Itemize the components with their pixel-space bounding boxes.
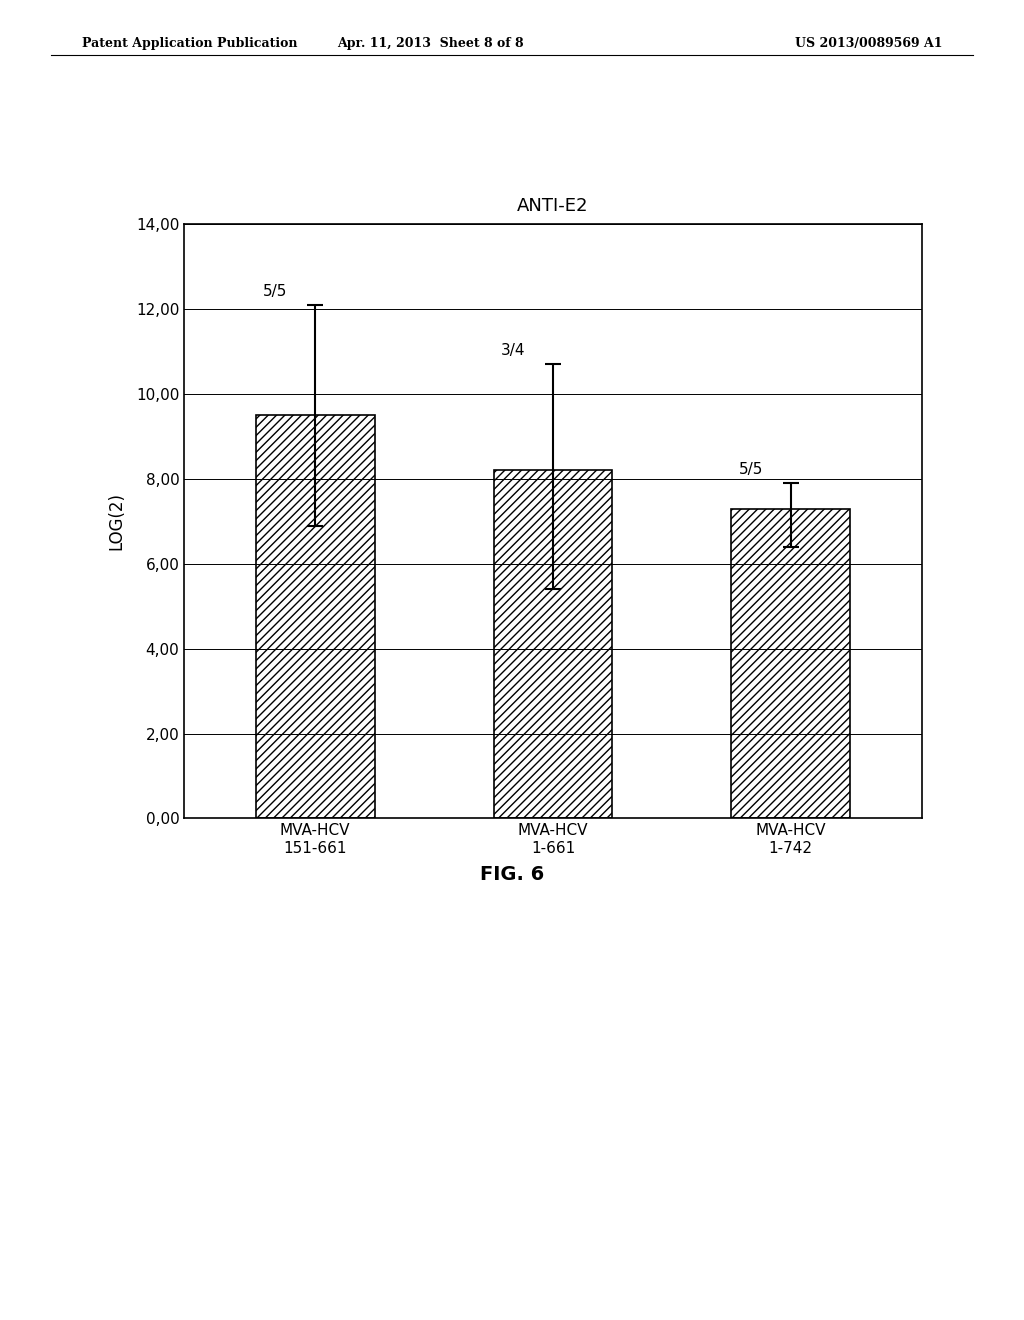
Bar [731,508,850,818]
Text: FIG. 6: FIG. 6 [480,865,544,883]
Text: 3/4: 3/4 [501,343,525,358]
Text: Patent Application Publication: Patent Application Publication [82,37,297,50]
Text: US 2013/0089569 A1: US 2013/0089569 A1 [795,37,942,50]
Bar [494,470,612,818]
Text: 5/5: 5/5 [738,462,763,477]
Bar [256,416,375,818]
Text: 5/5: 5/5 [263,284,287,298]
Text: Apr. 11, 2013  Sheet 8 of 8: Apr. 11, 2013 Sheet 8 of 8 [337,37,523,50]
Title: ANTI-E2: ANTI-E2 [517,197,589,215]
Y-axis label: LOG(2): LOG(2) [106,492,125,550]
